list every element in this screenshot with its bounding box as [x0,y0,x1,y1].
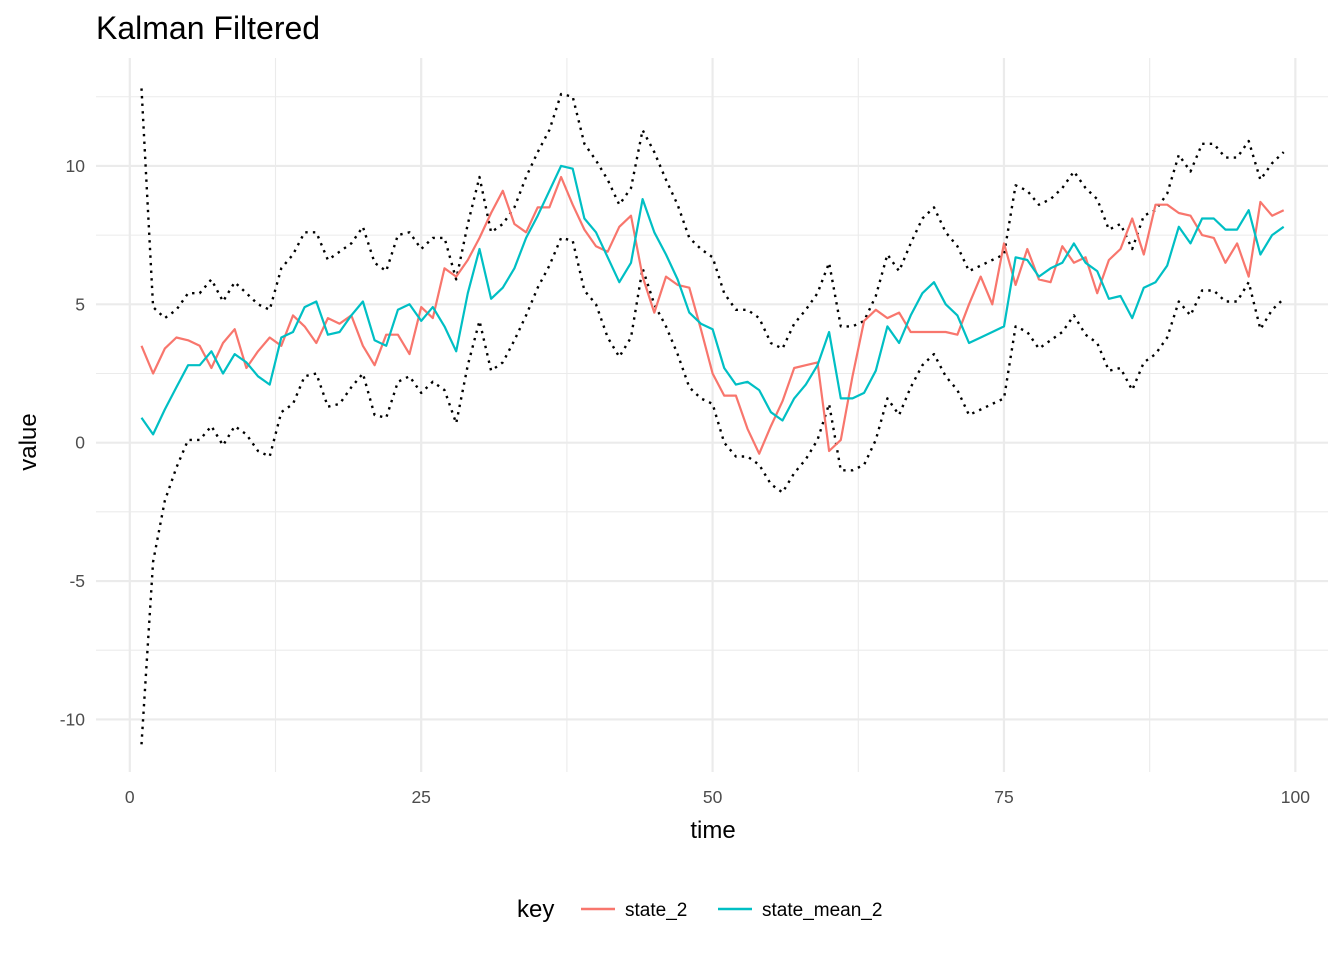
lower-bound-line [140,236,1285,745]
grid [96,58,1328,772]
upper-bound-line [140,88,1285,350]
legend-label-state-mean-2: state_mean_2 [762,900,882,921]
y-axis-title: value [15,413,42,470]
x-tick-label: 100 [1281,787,1310,807]
legend: key state_2 state_mean_2 [517,896,882,923]
x-axis-title: time [690,817,735,844]
x-tick-label: 0 [125,787,135,807]
chart-title: Kalman Filtered [96,10,320,46]
series-line-state-2 [140,175,1285,455]
y-tick-label: 0 [75,433,85,453]
y-tick-label: -10 [60,709,86,729]
series-layer [140,88,1285,745]
legend-label-state-2: state_2 [625,900,687,921]
y-tick-label: 10 [66,156,86,176]
x-axis-ticks: 0 25 50 75 100 [125,787,1310,807]
y-axis-ticks: -10 -5 0 5 10 [60,156,86,729]
y-tick-label: -5 [69,571,85,591]
legend-title: key [517,896,554,923]
series-line-state-mean-2 [140,164,1285,436]
x-tick-label: 75 [994,787,1013,807]
x-tick-label: 50 [703,787,723,807]
y-tick-label: 5 [75,294,85,314]
x-tick-label: 25 [411,787,430,807]
